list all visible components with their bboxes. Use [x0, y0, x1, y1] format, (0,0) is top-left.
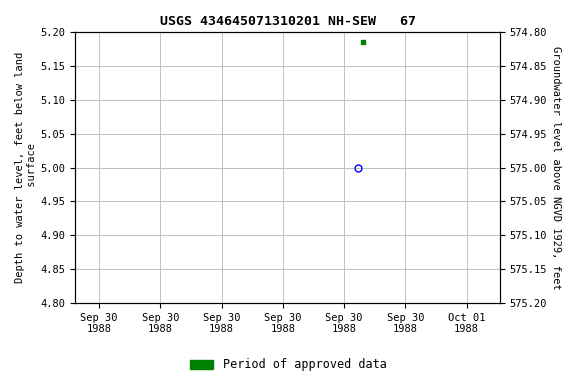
Y-axis label: Depth to water level, feet below land
 surface: Depth to water level, feet below land su…: [15, 52, 37, 283]
Legend: Period of approved data: Period of approved data: [185, 354, 391, 376]
Y-axis label: Groundwater level above NGVD 1929, feet: Groundwater level above NGVD 1929, feet: [551, 46, 561, 290]
Title: USGS 434645071310201 NH-SEW   67: USGS 434645071310201 NH-SEW 67: [160, 15, 415, 28]
